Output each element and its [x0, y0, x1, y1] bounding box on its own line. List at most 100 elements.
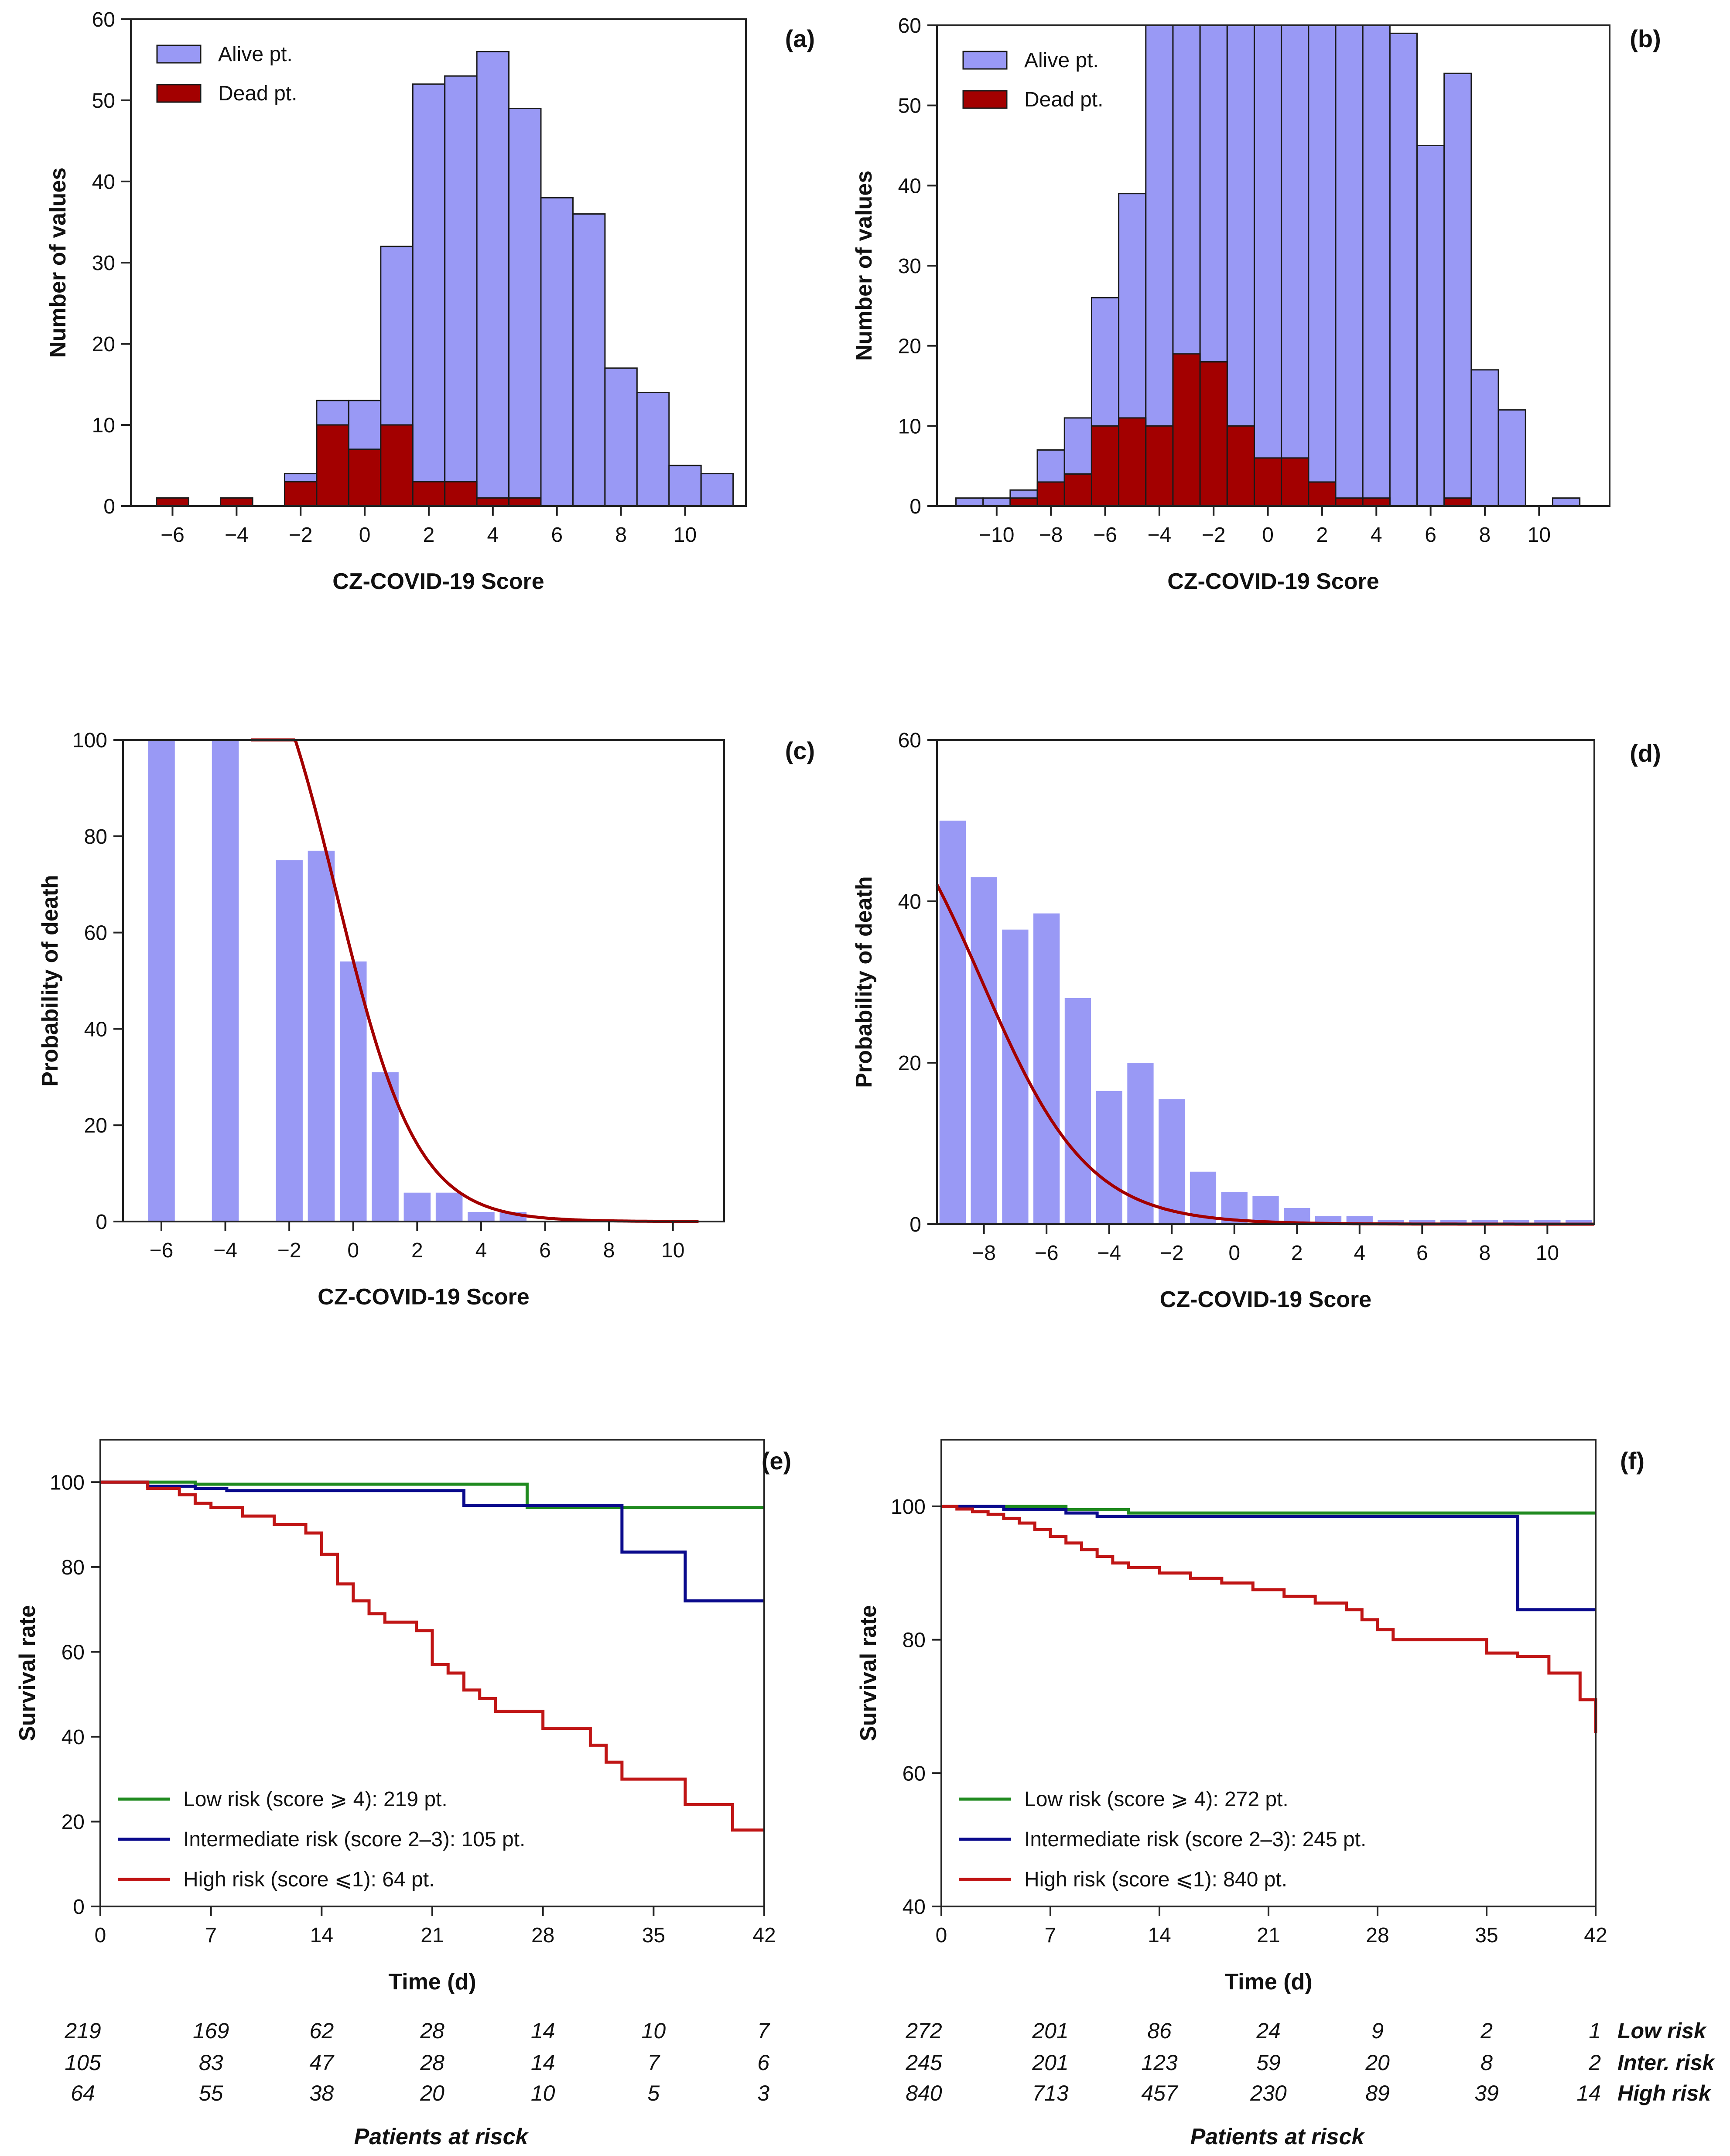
chart-d [935, 821, 1594, 1226]
alive-bar [982, 497, 1011, 506]
panel-label: (d) [1630, 739, 1661, 767]
km-curve-low [100, 1480, 764, 1509]
probability-bar [435, 1192, 463, 1222]
probability-bar [148, 740, 175, 1222]
km-curve-inter [941, 1505, 1596, 1612]
x-tick-label: −2 [289, 524, 313, 547]
x-tick-label: 6 [539, 1239, 551, 1262]
x-tick-label: 6 [1425, 524, 1436, 547]
dead-bar [1063, 473, 1092, 506]
risk-count: 14 [1576, 2081, 1601, 2105]
probability-bar [1503, 1220, 1529, 1224]
probability-bar [403, 1192, 431, 1222]
x-tick-label: −10 [979, 524, 1014, 547]
legend-swatch-dead [962, 90, 1008, 109]
risk-count: 62 [310, 2019, 334, 2043]
y-tick-label: 20 [92, 333, 115, 356]
km-curve-low [941, 1505, 1596, 1515]
y-tick-label: 0 [96, 1211, 107, 1234]
y-tick-label: 80 [62, 1556, 85, 1579]
y-tick-label: 60 [92, 8, 115, 31]
x-tick-label: 14 [310, 1924, 333, 1947]
risk-count: 64 [71, 2081, 95, 2105]
y-tick-label: 100 [891, 1496, 926, 1519]
risk-count: 5 [647, 2081, 660, 2105]
legend-swatch-dead [156, 84, 202, 103]
alive-bar [604, 367, 638, 506]
x-tick-label: −4 [213, 1239, 237, 1262]
y-tick-label: 40 [92, 171, 115, 194]
risk-count: 2 [1588, 2050, 1601, 2075]
dead-bar [380, 424, 414, 506]
dead-bar [1118, 417, 1147, 506]
x-tick-label: 2 [411, 1239, 423, 1262]
risk-count: 59 [1256, 2050, 1281, 2075]
x-tick-label: 42 [1584, 1924, 1607, 1947]
probability-bar [212, 740, 239, 1222]
x-tick-label: 10 [674, 524, 697, 547]
alive-bar [1443, 72, 1472, 506]
y-tick-label: 60 [898, 14, 921, 38]
legend-label-alive: Alive pt. [1024, 49, 1099, 72]
alive-bar [572, 213, 606, 506]
risk-count: 20 [1365, 2050, 1390, 2075]
risk-count: 14 [531, 2019, 555, 2043]
x-tick-label: 10 [661, 1239, 684, 1262]
x-axis-label: Time (d) [388, 1969, 476, 1995]
dead-bar [156, 497, 189, 506]
risk-count: 272 [905, 2019, 942, 2043]
x-tick-label: 0 [95, 1924, 106, 1947]
x-tick-label: 8 [1479, 524, 1491, 547]
dead-bar [1362, 497, 1391, 506]
dead-bar [284, 481, 318, 506]
risk-count: 24 [1256, 2019, 1281, 2043]
alive-bar [1389, 32, 1418, 506]
y-tick-label: 100 [72, 729, 107, 752]
risk-count: 28 [420, 2050, 444, 2075]
x-tick-label: −2 [277, 1239, 301, 1262]
x-tick-label: 4 [487, 524, 499, 547]
km-curve-inter [100, 1480, 764, 1603]
risk-count: 8 [1480, 2050, 1493, 2075]
probability-bar [1471, 1220, 1498, 1224]
km-curve-high [100, 1480, 764, 1832]
y-tick-label: 40 [898, 175, 921, 198]
x-tick-label: 7 [205, 1924, 217, 1947]
legend-label-alive: Alive pt. [218, 43, 293, 66]
plot-frame [936, 739, 1595, 1225]
x-tick-label: 0 [359, 524, 371, 547]
y-axis-label: Probability of death [851, 876, 877, 1088]
y-tick-label: 100 [50, 1471, 85, 1494]
probability-bar [1064, 998, 1091, 1224]
y-tick-label: 50 [92, 89, 115, 113]
alive-bar [1470, 369, 1499, 506]
y-axis-label: Number of values [45, 168, 71, 358]
risk-row-label: Low risk [1617, 2019, 1707, 2043]
y-axis-label: Number of values [851, 171, 877, 361]
alive-bar [636, 392, 670, 506]
probability-bar [1159, 1099, 1185, 1224]
probability-bar [939, 821, 966, 1224]
x-tick-label: 7 [1045, 1924, 1056, 1947]
dead-bar [1308, 481, 1337, 506]
probability-bar [1002, 929, 1029, 1224]
alive-bar [508, 108, 542, 506]
panel-b: −10 −8 −6 −4 −2 0 2 4 6 8 10 0 10 20 30 40 50 60 CZ-COVID-… [851, 14, 1661, 594]
legend-label-inter: Intermediate risk (score 2–3): 105 pt. [183, 1828, 525, 1851]
dead-bar [1226, 425, 1255, 506]
y-tick-label: 0 [909, 495, 921, 518]
x-tick-label: 28 [1366, 1924, 1389, 1947]
panel-label: (b) [1630, 25, 1661, 52]
x-tick-label: 21 [1257, 1924, 1280, 1947]
risk-count: 89 [1365, 2081, 1390, 2105]
x-tick-label: 0 [347, 1239, 359, 1262]
risk-count: 55 [199, 2081, 223, 2105]
chart-b: Alive pt. Dead pt. [955, 25, 1581, 506]
risk-count: 7 [757, 2019, 770, 2043]
risk-count: 20 [420, 2081, 444, 2105]
legend-label-low: Low risk (score ⩾ 4): 219 pt. [183, 1788, 448, 1811]
chart-f: Low risk (score ⩾ 4): 272 pt. Intermediat… [905, 1505, 1716, 2149]
x-tick-label: 8 [1479, 1242, 1491, 1265]
dead-bar [1443, 497, 1472, 506]
